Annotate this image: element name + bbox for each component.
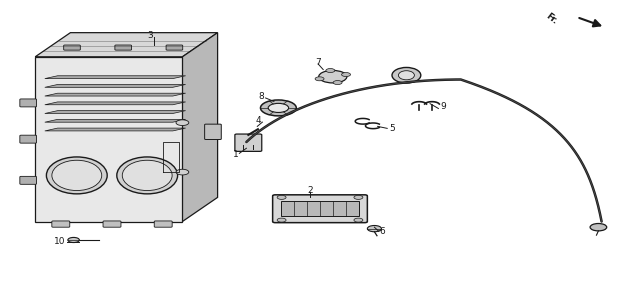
Polygon shape xyxy=(45,76,186,79)
Polygon shape xyxy=(35,33,218,57)
Circle shape xyxy=(354,195,363,199)
Polygon shape xyxy=(45,84,186,87)
Circle shape xyxy=(260,100,296,116)
Circle shape xyxy=(176,120,189,126)
Ellipse shape xyxy=(392,67,421,83)
Text: 2: 2 xyxy=(308,186,313,195)
Circle shape xyxy=(277,195,286,199)
Polygon shape xyxy=(45,128,186,131)
Circle shape xyxy=(326,68,335,72)
Text: 8: 8 xyxy=(259,92,264,101)
Polygon shape xyxy=(45,93,186,96)
Text: 6: 6 xyxy=(380,227,385,236)
Circle shape xyxy=(354,218,363,222)
Text: 1: 1 xyxy=(233,150,238,159)
Circle shape xyxy=(333,81,342,85)
Circle shape xyxy=(319,70,347,83)
Bar xyxy=(280,201,360,216)
Text: 10: 10 xyxy=(54,237,65,247)
Ellipse shape xyxy=(46,157,107,194)
Ellipse shape xyxy=(116,157,178,194)
Text: 5: 5 xyxy=(390,124,395,133)
Polygon shape xyxy=(182,33,218,222)
Polygon shape xyxy=(45,102,186,105)
FancyBboxPatch shape xyxy=(235,134,262,151)
Ellipse shape xyxy=(52,160,102,191)
FancyBboxPatch shape xyxy=(166,45,183,50)
Circle shape xyxy=(277,218,286,222)
FancyBboxPatch shape xyxy=(154,221,172,227)
Text: Fr.: Fr. xyxy=(543,11,559,26)
Text: 4: 4 xyxy=(256,116,261,125)
Ellipse shape xyxy=(122,160,172,191)
Polygon shape xyxy=(35,57,182,222)
Circle shape xyxy=(68,237,79,243)
Polygon shape xyxy=(45,111,186,114)
Polygon shape xyxy=(45,119,186,122)
FancyBboxPatch shape xyxy=(64,45,81,50)
Circle shape xyxy=(268,103,289,112)
Circle shape xyxy=(367,225,381,232)
FancyBboxPatch shape xyxy=(52,221,70,227)
FancyBboxPatch shape xyxy=(20,99,36,107)
FancyBboxPatch shape xyxy=(20,135,36,143)
Circle shape xyxy=(315,77,324,81)
FancyBboxPatch shape xyxy=(273,195,367,223)
FancyBboxPatch shape xyxy=(115,45,132,50)
Text: 7: 7 xyxy=(316,58,321,67)
FancyBboxPatch shape xyxy=(20,176,36,184)
FancyBboxPatch shape xyxy=(205,124,221,139)
Circle shape xyxy=(342,72,351,76)
Circle shape xyxy=(590,224,607,231)
Text: 3: 3 xyxy=(148,31,153,40)
Ellipse shape xyxy=(398,71,415,80)
Text: 9: 9 xyxy=(440,102,445,111)
FancyBboxPatch shape xyxy=(103,221,121,227)
Circle shape xyxy=(176,169,189,175)
